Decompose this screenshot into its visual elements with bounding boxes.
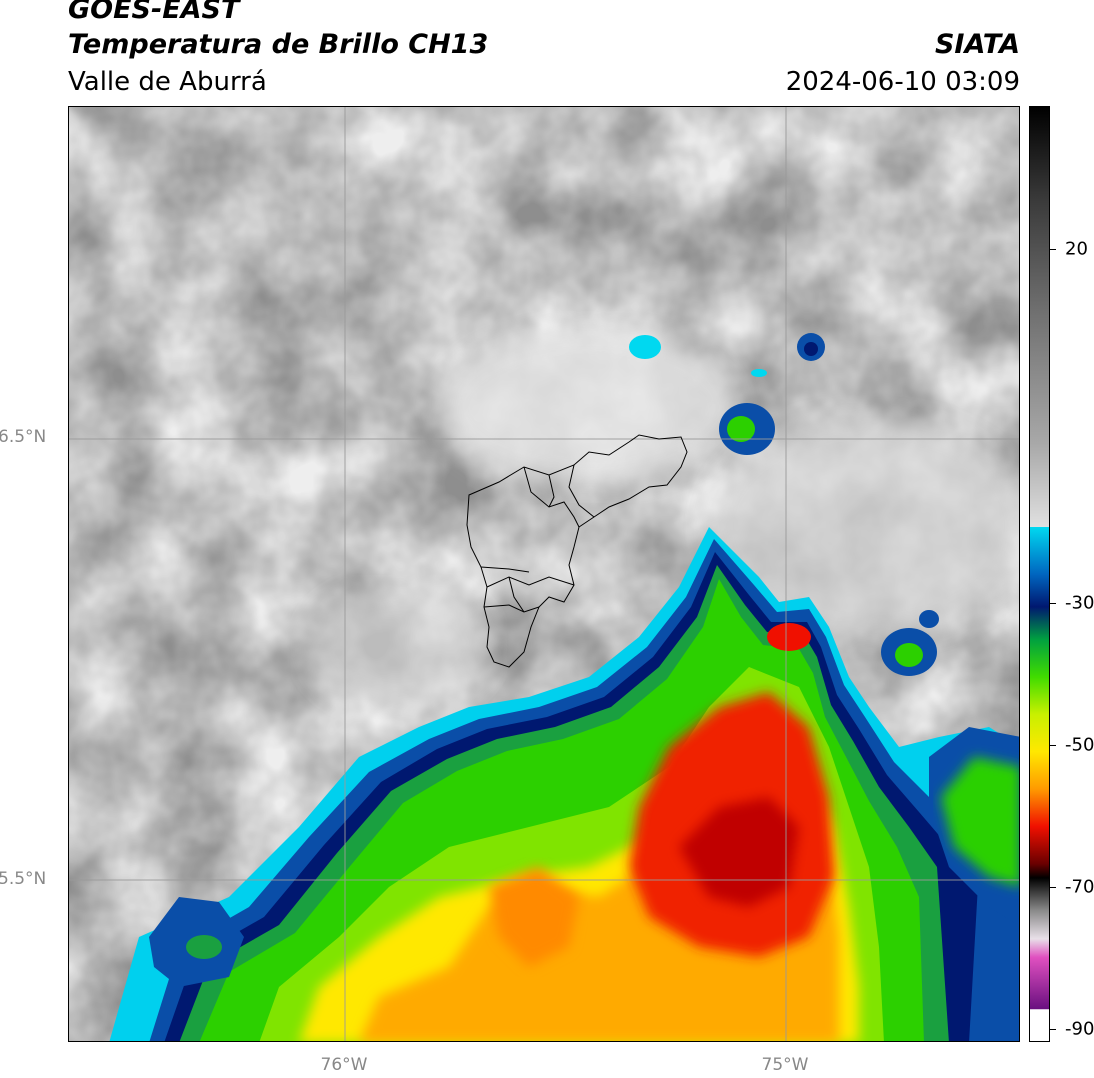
municipal-border bbox=[548, 474, 555, 508]
colorbar-tick-minus50: -50 bbox=[1065, 734, 1094, 756]
light-cloud-patch bbox=[439, 327, 739, 487]
east-cell-green bbox=[941, 757, 1019, 887]
colorbar-tickmark bbox=[1050, 887, 1056, 888]
isolated-cell-core bbox=[727, 416, 755, 442]
municipal-border bbox=[483, 604, 540, 613]
colorbar-tick-minus30: -30 bbox=[1065, 592, 1094, 614]
light-cloud-patch bbox=[309, 587, 489, 707]
colorbar bbox=[1029, 106, 1050, 1042]
light-cloud-patch bbox=[709, 417, 1019, 637]
isolated-cell bbox=[919, 610, 939, 628]
isolated-cell bbox=[751, 369, 767, 377]
organization-label: SIATA bbox=[934, 29, 1020, 60]
cold-core bbox=[767, 623, 811, 651]
west-cell-green bbox=[186, 935, 222, 959]
isolated-cell-core bbox=[804, 342, 818, 356]
datetime-label: 2024-06-10 03:09 bbox=[785, 67, 1020, 97]
municipal-border bbox=[568, 464, 595, 518]
region-subtitle: Valle de Aburrá bbox=[68, 67, 267, 97]
product-title: Temperatura de Brillo CH13 bbox=[68, 29, 489, 60]
colorbar-svg bbox=[1029, 106, 1050, 1042]
contour-orange-inner bbox=[489, 867, 579, 967]
isolated-cell-core bbox=[895, 643, 923, 667]
municipal-border bbox=[480, 566, 530, 573]
colorbar-tick-20: 20 bbox=[1065, 238, 1088, 260]
colorbar-tickmark bbox=[1050, 603, 1056, 604]
lat-label-6.5n: 6.5°N bbox=[0, 427, 47, 447]
municipal-border bbox=[486, 576, 575, 588]
municipal-boundaries bbox=[466, 434, 688, 668]
lon-label-76w: 76°W bbox=[320, 1055, 368, 1075]
colorbar-tick-minus70: -70 bbox=[1065, 876, 1094, 898]
gridlines bbox=[69, 107, 1019, 1041]
colorbar-tick-minus90: -90 bbox=[1065, 1018, 1094, 1040]
isolated-cell bbox=[629, 335, 661, 359]
colorbar-tickmark bbox=[1050, 745, 1056, 746]
isolated-cells bbox=[629, 333, 939, 676]
colorbar-gradient bbox=[1029, 106, 1050, 1042]
lat-label-5.5n: 5.5°N bbox=[0, 869, 47, 889]
colorbar-tickmark bbox=[1050, 249, 1056, 250]
map-svg bbox=[69, 107, 1019, 1041]
satellite-title: GOES-EAST bbox=[68, 0, 240, 25]
brightness-temperature-map[interactable] bbox=[68, 106, 1020, 1042]
municipal-border bbox=[508, 576, 525, 613]
colorbar-tickmark bbox=[1050, 1029, 1056, 1030]
municipal-border bbox=[523, 466, 580, 528]
lon-label-75w: 75°W bbox=[761, 1055, 809, 1075]
